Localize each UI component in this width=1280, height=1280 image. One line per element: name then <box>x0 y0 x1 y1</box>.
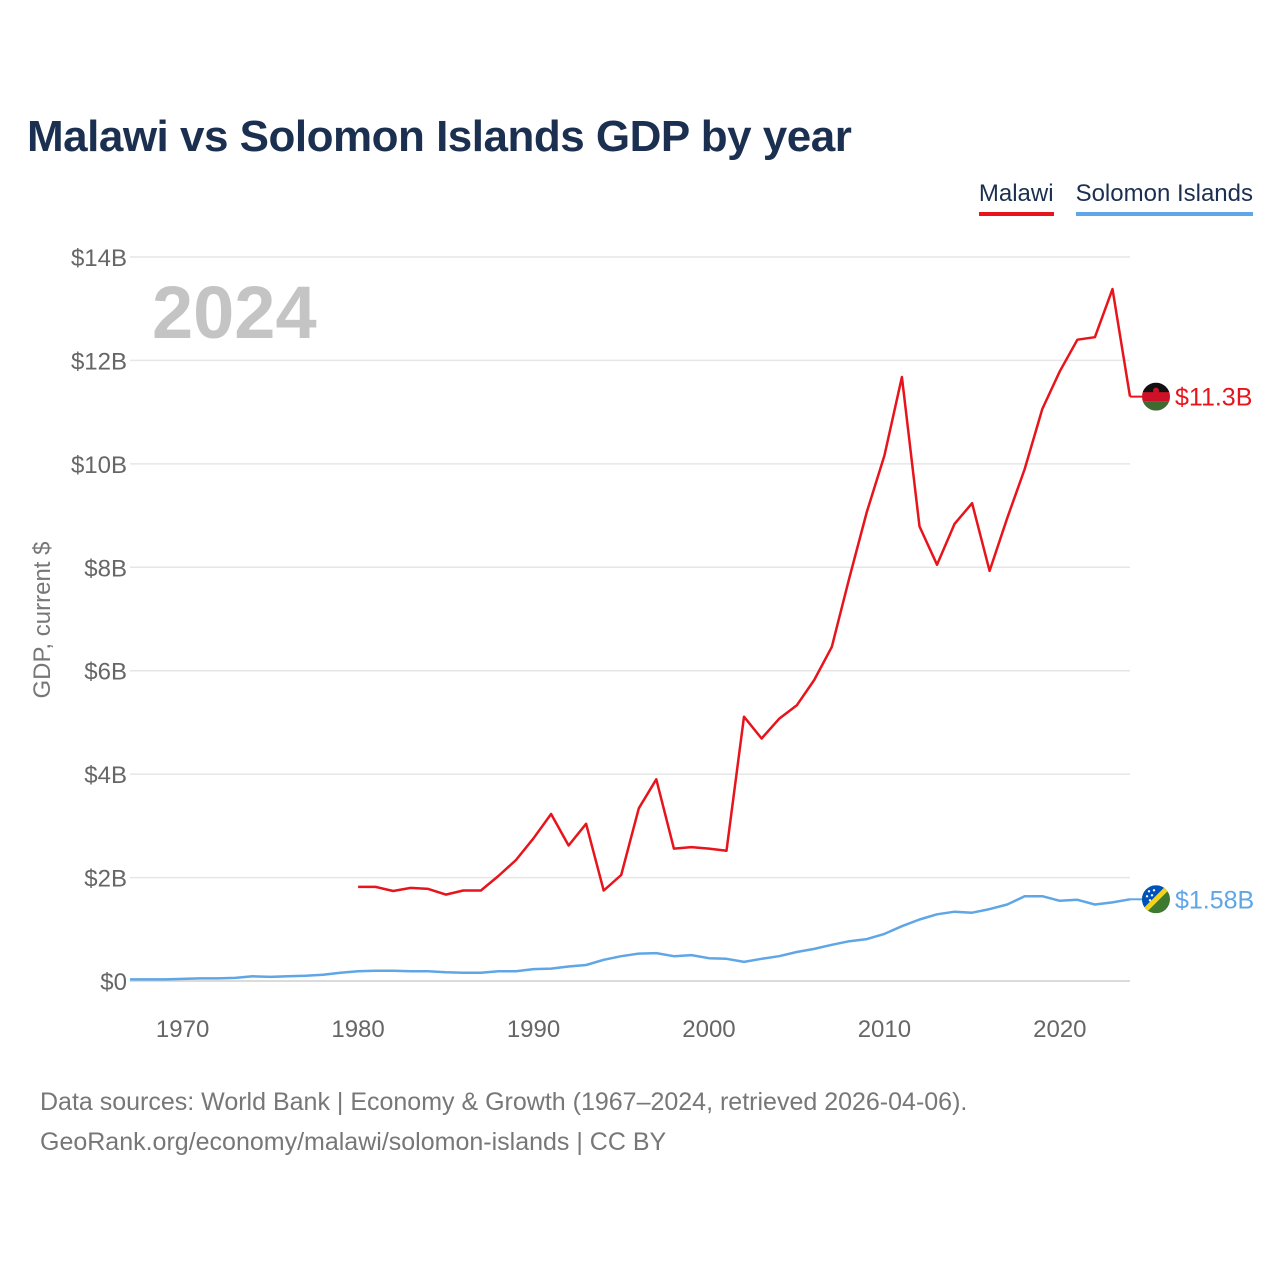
x-tick-label: 2000 <box>682 1016 735 1043</box>
series-line-malawi[interactable] <box>358 287 1132 896</box>
series-line-solomon-islands[interactable] <box>130 894 1131 981</box>
legend-item-malawi[interactable]: Malawi <box>978 180 1054 216</box>
y-tick-label: $10B <box>71 452 127 479</box>
solomon-islands-flag-icon <box>1142 885 1170 914</box>
x-axis-ticks: 1970 1980 1990 2000 2010 2020 <box>156 1016 1087 1043</box>
legend-item-solomon-islands[interactable]: Solomon Islands <box>1075 180 1253 216</box>
end-label-malawi: $11.3B <box>1175 384 1252 412</box>
y-tick-label: $2B <box>84 866 127 893</box>
source-line-1: Data sources: World Bank | Economy & Gro… <box>40 1088 968 1116</box>
end-label-solomon-islands: $1.58B <box>1175 886 1254 914</box>
year-overlay: 2024 <box>152 271 317 354</box>
x-tick-label: 1970 <box>156 1016 209 1043</box>
y-axis-label: GDP, current $ <box>29 542 56 699</box>
x-tick-label: 1980 <box>331 1016 384 1043</box>
malawi-flag-icon <box>1142 382 1170 411</box>
series-lines <box>130 287 1132 981</box>
legend: Malawi Solomon Islands <box>978 180 1253 216</box>
y-axis-ticks: $0 $2B $4B $6B $8B $10B $12B $14B <box>71 245 127 996</box>
gridlines <box>130 256 1130 982</box>
chart-title: Malawi vs Solomon Islands GDP by year <box>27 112 852 161</box>
y-tick-label: $12B <box>71 348 127 375</box>
y-tick-label: $8B <box>84 555 127 582</box>
y-tick-label: $0 <box>100 969 127 996</box>
line-chart: $0 $2B $4B $6B $8B $10B $12B $14B 1970 1980 1990 2… <box>29 245 1254 1043</box>
x-tick-label: 2010 <box>858 1016 911 1043</box>
source-line-2[interactable]: GeoRank.org/economy/malawi/solomon-islan… <box>40 1128 667 1156</box>
x-tick-label: 1990 <box>507 1016 560 1043</box>
y-tick-label: $4B <box>84 762 127 789</box>
data-source: Data sources: World Bank | Economy & Gro… <box>40 1082 967 1162</box>
end-markers: $11.3B $1.58B <box>1130 382 1254 914</box>
y-tick-label: $14B <box>71 245 127 272</box>
x-tick-label: 2020 <box>1033 1016 1086 1043</box>
y-tick-label: $6B <box>84 659 127 686</box>
